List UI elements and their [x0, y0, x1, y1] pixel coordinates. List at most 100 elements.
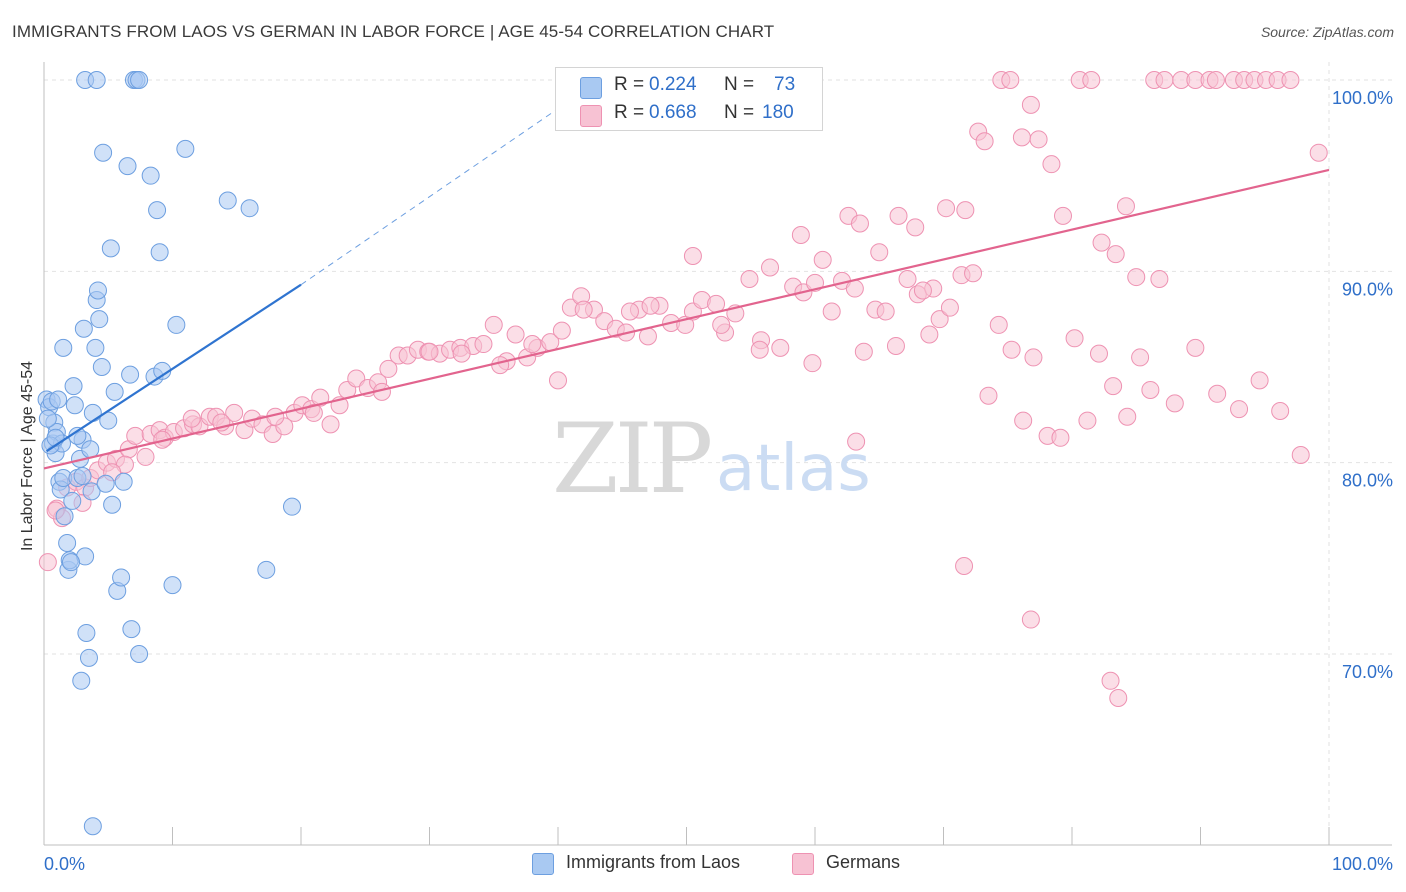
germans-point: [38, 553, 57, 572]
germans-point: [1024, 348, 1043, 367]
legend-n-label: N =: [724, 74, 755, 95]
legend-r-label: R =: [614, 74, 645, 95]
laos-point: [141, 166, 160, 185]
laos-point: [83, 403, 102, 422]
germans-point: [1155, 71, 1174, 89]
germans-point: [1186, 338, 1205, 357]
laos-point: [58, 534, 77, 553]
germans-trend-line: [43, 168, 1330, 470]
germans-point: [712, 315, 731, 334]
germans-point: [304, 403, 323, 422]
laos-point: [73, 467, 92, 486]
germans-point: [474, 335, 493, 354]
germans-point: [1109, 689, 1128, 708]
laos-point: [121, 365, 140, 384]
y-tick-label: 80.0%: [1342, 471, 1393, 491]
laos-point: [130, 645, 149, 663]
laos-point: [54, 338, 73, 357]
germans-point: [847, 432, 866, 451]
laos-point: [283, 497, 302, 516]
legend-n-value-laos: 73: [774, 74, 796, 95]
germans-point: [347, 369, 366, 388]
laos-point: [63, 491, 82, 510]
germans-point: [1092, 233, 1111, 252]
germans-point: [1127, 268, 1146, 287]
y-tick-label: 100.0%: [1332, 88, 1393, 108]
germans-point: [854, 342, 873, 361]
germans-point: [791, 225, 810, 244]
x-tick-label-left: 0.0%: [44, 854, 85, 874]
axes: [43, 62, 1392, 846]
germans-point: [1208, 384, 1227, 403]
germans-point: [1206, 71, 1225, 89]
germans-point: [955, 556, 974, 575]
germans-point: [1291, 446, 1310, 465]
laos-point: [77, 623, 96, 642]
germans-point: [1021, 610, 1040, 629]
germans-point: [889, 206, 908, 225]
germans-point: [845, 279, 864, 298]
laos-point: [167, 315, 186, 334]
germans-point: [182, 409, 201, 428]
laos-point: [55, 507, 74, 526]
laos-point: [122, 620, 141, 639]
legend-r-value-germans: 0.668: [649, 102, 697, 123]
laos-point: [74, 319, 93, 338]
laos-point: [103, 495, 122, 514]
laos-point: [87, 71, 106, 89]
germans-point: [870, 243, 889, 262]
germans-point: [126, 426, 145, 445]
laos-point: [61, 553, 80, 572]
laos-point: [38, 409, 57, 428]
legend-swatch-germans: [580, 105, 602, 127]
germans-point: [491, 356, 510, 375]
germans-point: [913, 281, 932, 300]
germans-point: [989, 315, 1008, 334]
laos-point: [118, 157, 137, 176]
germans-point: [761, 258, 780, 277]
legend-r-value-laos: 0.224: [649, 74, 697, 95]
laos-point: [86, 338, 105, 357]
germans-point: [740, 269, 759, 288]
germans-point: [506, 325, 525, 344]
laos-point: [163, 576, 182, 595]
germans-point: [822, 302, 841, 321]
laos-point: [82, 482, 101, 501]
germans-point: [1042, 155, 1061, 174]
germans-point: [906, 218, 925, 237]
germans-point: [523, 335, 542, 354]
chart-title: IMMIGRANTS FROM LAOS VS GERMAN IN LABOR …: [12, 22, 775, 41]
watermark-atlas: atlas: [716, 432, 871, 506]
x-tick-label-right: 100.0%: [1332, 854, 1393, 874]
germans-point: [1131, 348, 1150, 367]
germans-point: [1106, 245, 1125, 264]
germans-point: [1271, 402, 1290, 421]
watermark: ZIP atlas: [552, 403, 871, 515]
bottom-legend-label-laos: Immigrants from Laos: [566, 852, 741, 872]
germans-point: [379, 359, 398, 378]
germans-point: [1281, 71, 1300, 89]
germans-point: [1029, 130, 1048, 149]
laos-trend-extension: [300, 108, 559, 286]
laos-point: [92, 358, 111, 376]
germans-point: [898, 269, 917, 288]
germans-point: [1118, 407, 1137, 426]
germans-point: [1001, 71, 1020, 89]
tick-labels: 70.0% 80.0% 90.0% 100.0% 0.0% 100.0%: [44, 88, 1393, 874]
germans-point: [1089, 344, 1108, 363]
laos-point: [257, 560, 276, 579]
grid-lines: [44, 62, 1392, 845]
laos-point: [112, 568, 131, 587]
legend-n-label: N =: [724, 102, 755, 123]
germans-point: [1309, 143, 1328, 162]
germans-point: [683, 247, 702, 266]
germans-point: [920, 325, 939, 344]
laos-point: [148, 201, 167, 220]
germans-point: [1104, 377, 1123, 396]
germans-point: [1141, 380, 1160, 399]
laos-points: [37, 71, 302, 836]
germans-point: [940, 298, 959, 317]
laos-point: [176, 139, 195, 158]
germans-point: [1012, 128, 1031, 147]
